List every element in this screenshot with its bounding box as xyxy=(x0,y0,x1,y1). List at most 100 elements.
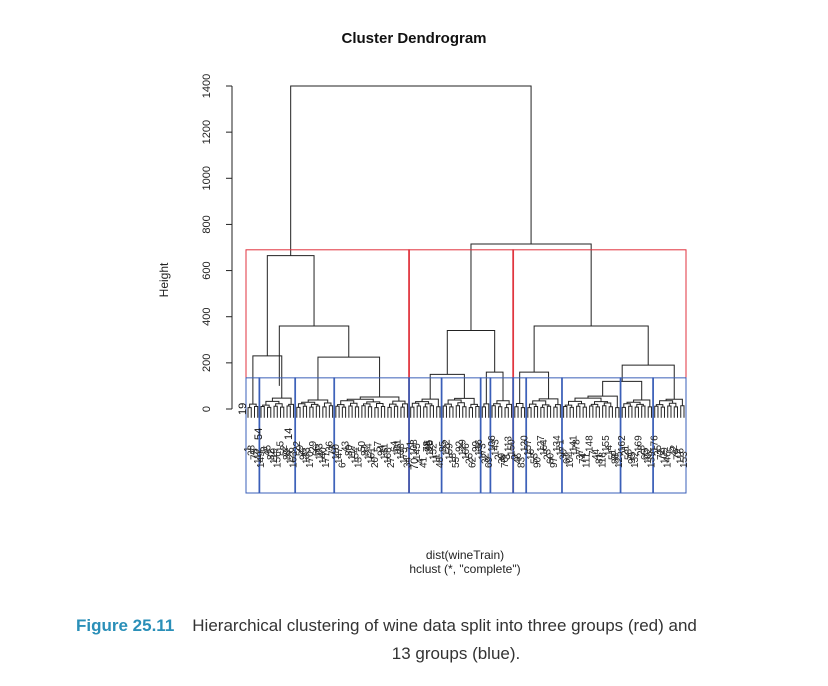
dendro-link xyxy=(498,406,503,409)
leaf-label: 64 xyxy=(389,440,400,452)
dendro-link xyxy=(290,85,532,256)
dendro-link xyxy=(446,330,496,375)
dendro-link xyxy=(249,403,257,408)
leaf-label: 29 xyxy=(308,440,319,452)
leaf-label: 22 xyxy=(292,440,303,452)
leaf-label: 113 xyxy=(503,436,514,452)
leaf-label: 92 xyxy=(454,440,465,452)
leaf-label: 35 xyxy=(653,444,664,456)
cluster-box-blue xyxy=(619,377,654,494)
figure-caption: Figure 25.11 Hierarchical clustering of w… xyxy=(76,612,796,668)
leaf-label: 147 xyxy=(334,447,345,464)
dendro-link xyxy=(296,406,301,409)
dendro-link xyxy=(376,402,384,408)
y-tick-label-800: 800 xyxy=(201,215,213,233)
leaf-label: 83 xyxy=(516,456,527,468)
leaf-label: 133 xyxy=(302,447,313,464)
cluster-box-blue xyxy=(245,377,261,494)
dendro-link xyxy=(533,325,649,373)
dendro-link xyxy=(315,405,321,409)
leaf-label: 9 xyxy=(510,454,521,460)
dendro-link xyxy=(553,406,558,409)
leaf-label: 143 xyxy=(490,439,501,456)
leaf-label: 153 xyxy=(679,451,690,468)
dendro-link xyxy=(278,325,350,386)
leaf-label: 2 xyxy=(494,454,505,460)
leaf-label: 139 xyxy=(646,451,657,468)
leaf-label: 159 xyxy=(445,443,456,460)
dendro-link xyxy=(361,405,366,409)
leaf-label: 117 xyxy=(347,444,358,460)
leaf-label: 16 xyxy=(526,448,537,460)
leaf-label: 59 xyxy=(295,444,306,456)
dendro-link xyxy=(374,407,379,409)
leaf-label: 50 xyxy=(357,440,368,452)
leaf-label: 169 xyxy=(633,435,644,452)
leaf-label: 119 xyxy=(269,448,280,464)
dendro-link xyxy=(667,405,672,409)
leaf-label: 41 xyxy=(419,456,430,468)
leaf-label: 52 xyxy=(279,444,290,456)
dendro-link xyxy=(317,356,381,401)
cluster-box-blue xyxy=(561,377,622,494)
leaf-label: 71 xyxy=(406,440,417,452)
leaf-label: 11 xyxy=(432,453,443,464)
dendro-link xyxy=(280,406,285,409)
leaf-label: 170 xyxy=(305,451,316,468)
leaf-label: 14 xyxy=(604,444,615,456)
dendro-link xyxy=(475,405,480,409)
dendro-link xyxy=(621,406,626,409)
leaf-label: 149 xyxy=(256,451,267,468)
y-tick-label-1200: 1200 xyxy=(201,120,213,144)
dendro-link xyxy=(297,403,306,408)
leaf-label: 132 xyxy=(630,451,641,468)
dendro-link xyxy=(462,406,467,409)
chart-title: Cluster Dendrogram xyxy=(341,30,487,47)
y-tick-label-400: 400 xyxy=(201,308,213,326)
leaf-label-visible: 95 xyxy=(423,440,435,452)
leaf-label: 89 xyxy=(282,448,293,460)
dendro-link xyxy=(538,398,559,405)
dendro-link xyxy=(286,405,291,409)
leaf-label: 55 xyxy=(451,456,462,468)
leaf-label: 126 xyxy=(285,447,296,464)
dendro-link xyxy=(340,400,355,405)
cluster-box-blue xyxy=(479,377,492,494)
dendro-link xyxy=(457,402,465,407)
leaf-label: 99 xyxy=(471,440,482,452)
leaf-label: 62 xyxy=(468,456,479,468)
dendro-link xyxy=(589,405,594,409)
leaf-label: 115 xyxy=(425,440,436,456)
cluster-box-blue xyxy=(333,377,410,494)
leaf-label: 78 xyxy=(422,440,433,452)
dendro-link xyxy=(267,406,272,409)
dendro-link xyxy=(392,400,406,405)
leaf-label: 104 xyxy=(565,451,576,468)
leaf-label: 101 xyxy=(393,439,404,456)
leaf-label: 155 xyxy=(601,435,612,452)
dendro-link xyxy=(429,373,465,400)
leaf-label: 138 xyxy=(396,443,407,460)
leaf-label: 136 xyxy=(474,439,485,456)
dendro-link xyxy=(247,407,252,409)
leaf-label: 161 xyxy=(367,447,378,464)
dendro-link xyxy=(393,405,399,409)
y-tick-label-1000: 1000 xyxy=(201,166,213,190)
leaf-label: 145 xyxy=(412,443,423,460)
figure-caption-line1: Hierarchical clustering of wine data spl… xyxy=(192,616,697,635)
dendro-link xyxy=(341,406,347,409)
leaf-label: 150 xyxy=(507,439,518,456)
leaf-label: 166 xyxy=(461,443,472,460)
leaf-label: 73 xyxy=(328,444,339,456)
leaf-label: 125 xyxy=(614,451,625,468)
y-tick-label-1400: 1400 xyxy=(201,74,213,98)
y-tick-label-200: 200 xyxy=(201,354,213,372)
dendro-link xyxy=(470,243,592,331)
leaf-label: 168 xyxy=(383,447,394,464)
leaf-label: 81 xyxy=(594,452,605,464)
leaf-label: 109 xyxy=(659,447,670,464)
cluster-box-blue xyxy=(408,377,443,494)
leaf-label: 118 xyxy=(598,452,609,468)
leaf-label: 176 xyxy=(650,435,661,452)
leaf-label: 127 xyxy=(536,435,547,452)
